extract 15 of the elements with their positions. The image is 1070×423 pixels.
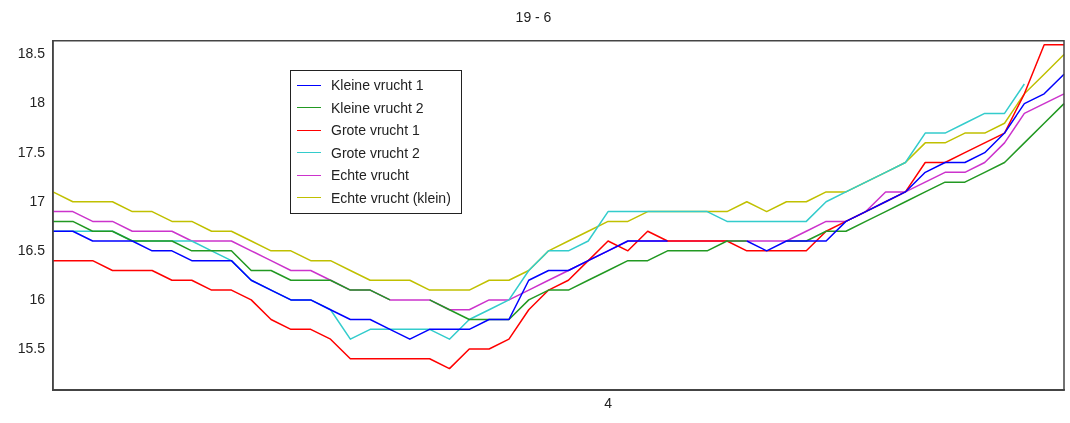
y-tick-label: 17 bbox=[29, 192, 46, 209]
legend-label: Echte vrucht (klein) bbox=[331, 189, 451, 206]
y-tick-label: 15.5 bbox=[17, 339, 46, 356]
y-tick-label: 17.5 bbox=[17, 143, 46, 160]
legend-label: Kleine vrucht 1 bbox=[331, 77, 424, 94]
y-tick-label: 16.5 bbox=[17, 241, 46, 258]
legend-label: Grote vrucht 2 bbox=[331, 144, 420, 161]
legend-label: Grote vrucht 1 bbox=[331, 122, 420, 139]
legend-label: Echte vrucht bbox=[331, 167, 409, 184]
x-tick-label: 4 bbox=[604, 395, 613, 412]
y-tick-label: 16 bbox=[29, 290, 46, 307]
chart-title: 19 - 6 bbox=[515, 9, 552, 26]
legend-label: Kleine vrucht 2 bbox=[331, 99, 424, 116]
y-tick-label: 18.5 bbox=[17, 45, 46, 62]
y-tick-label: 18 bbox=[29, 94, 46, 111]
